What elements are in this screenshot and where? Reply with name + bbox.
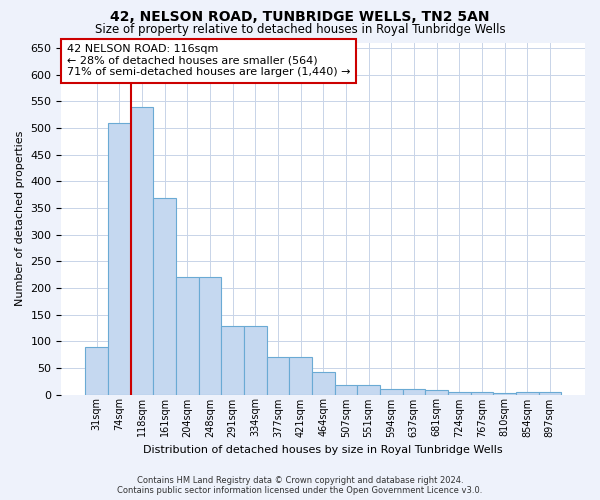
Bar (470, 392, 493, 394)
Bar (403, 389, 425, 394)
Text: Contains HM Land Registry data © Crown copyright and database right 2024.
Contai: Contains HM Land Registry data © Crown c… (118, 476, 482, 495)
Bar (176, 277, 199, 394)
Bar (516, 392, 539, 394)
Bar (312, 372, 335, 394)
Text: 42 NELSON ROAD: 116sqm
← 28% of detached houses are smaller (564)
71% of semi-de: 42 NELSON ROAD: 116sqm ← 28% of detached… (67, 44, 350, 78)
Bar (335, 385, 357, 394)
Text: 42, NELSON ROAD, TUNBRIDGE WELLS, TN2 5AN: 42, NELSON ROAD, TUNBRIDGE WELLS, TN2 5A… (110, 10, 490, 24)
Bar (266, 357, 289, 395)
Bar (380, 389, 403, 394)
Bar (448, 392, 470, 394)
Bar (539, 392, 561, 394)
Bar (244, 326, 266, 394)
Y-axis label: Number of detached properties: Number of detached properties (15, 131, 25, 306)
Bar (199, 277, 221, 394)
Bar (425, 390, 448, 394)
Bar (153, 198, 176, 394)
Bar (131, 106, 153, 395)
Text: Size of property relative to detached houses in Royal Tunbridge Wells: Size of property relative to detached ho… (95, 22, 505, 36)
Bar (289, 357, 312, 395)
Bar (221, 326, 244, 394)
Bar (108, 122, 131, 394)
X-axis label: Distribution of detached houses by size in Royal Tunbridge Wells: Distribution of detached houses by size … (143, 445, 503, 455)
Bar (357, 385, 380, 394)
Bar (85, 346, 108, 395)
